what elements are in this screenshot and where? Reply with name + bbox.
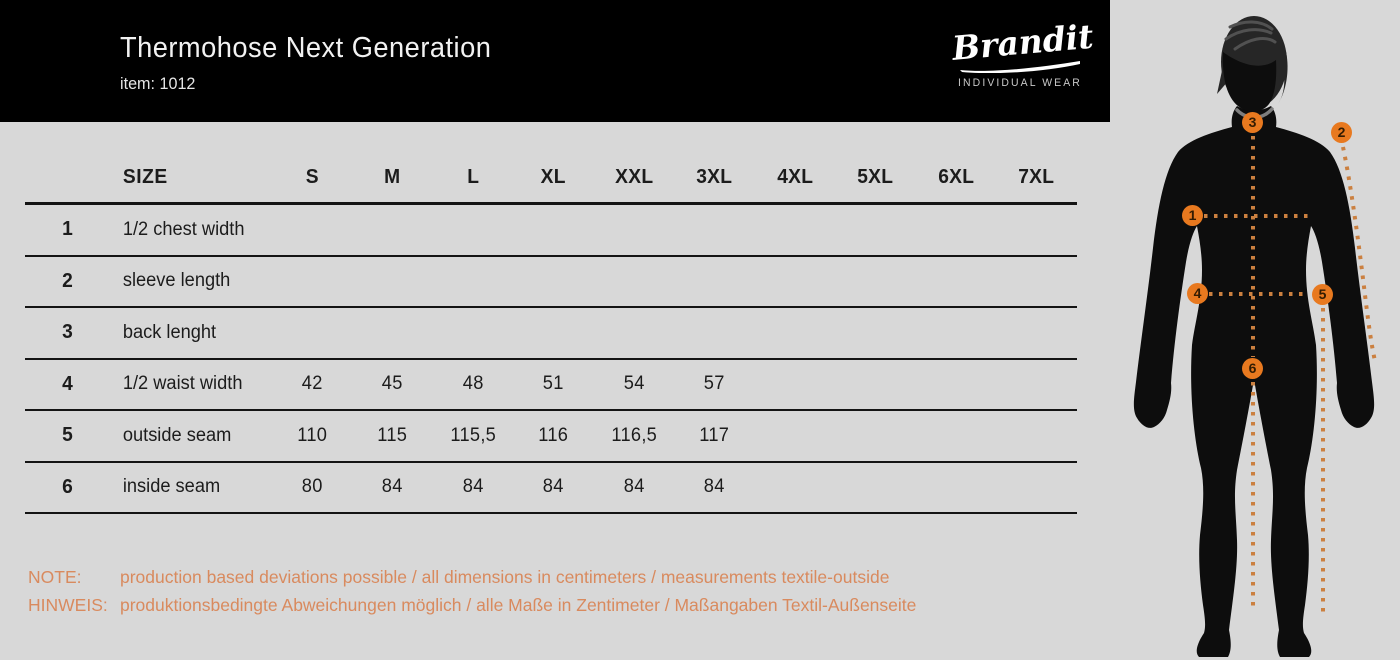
measure-label: 1/2 waist width [122,373,243,395]
size-value: 115,5 [450,424,496,446]
table-row: 6 inside seam 80 84 84 84 84 84 [25,463,1077,514]
size-column-header: 3XL [696,165,733,188]
size-table: SIZE S M L XL XXL 3XL 4XL 5XL 6XL 7XL 1 … [25,152,1077,514]
size-value: 54 [623,373,645,395]
measure-label: sleeve length [122,270,231,292]
size-column-header: M [384,165,401,188]
row-number: 1 [62,218,73,241]
size-value: 84 [704,476,725,498]
measure-point-5: 5 [1312,284,1333,305]
notes-block: NOTE: production based deviations possib… [28,563,916,619]
measure-label: inside seam [122,476,221,498]
row-number: 5 [62,424,73,447]
note-text-de: produktionsbedingte Abweichungen möglich… [120,595,917,615]
size-column-title: SIZE [122,165,168,188]
row-number: 4 [62,372,73,395]
note-line-de: HINWEIS: produktionsbedingte Abweichunge… [28,591,916,619]
size-value: 116 [538,424,569,446]
measure-point-2: 2 [1331,122,1352,143]
table-header-row: SIZE S M L XL XXL 3XL 4XL 5XL 6XL 7XL [25,152,1077,205]
row-number: 2 [62,269,73,292]
size-value: 84 [623,476,645,498]
size-column-header: L [466,165,480,188]
measure-point-4: 4 [1187,283,1208,304]
size-value: 84 [462,476,484,498]
size-column-header: XXL [614,165,654,188]
brand-logo: Brandit INDIVIDUAL WEAR [951,17,1095,89]
size-value: 80 [301,476,323,498]
size-column-header: S [305,165,319,188]
size-value: 57 [704,373,725,395]
size-column-header: XL [540,165,567,188]
note-text-en: production based deviations possible / a… [120,567,890,587]
brand-tagline: INDIVIDUAL WEAR [958,77,1082,89]
page-title: Thermohose Next Generation [120,32,492,64]
size-column-header: 6XL [937,165,975,188]
table-row: 1 1/2 chest width [25,205,1077,257]
item-number: item: 1012 [120,74,196,93]
size-column-header: 7XL [1018,165,1055,188]
header-bar: Thermohose Next Generation item: 1012 Br… [0,0,1110,122]
body-silhouette-image [1133,16,1377,657]
size-value: 117 [699,424,730,446]
size-value: 45 [382,373,403,395]
size-value: 48 [462,373,484,395]
size-value: 84 [543,476,564,498]
logo-swash-icon [960,61,1080,73]
size-value: 110 [297,424,327,446]
size-value: 115 [377,424,408,446]
measure-point-3: 3 [1242,112,1263,133]
size-value: 51 [543,373,564,395]
note-label-en: NOTE: [28,567,82,587]
size-value: 84 [382,476,403,498]
measure-point-1: 1 [1182,205,1203,226]
measure-point-6: 6 [1242,358,1263,379]
measurement-figure: 1 2 3 4 5 6 [1110,0,1400,660]
size-column-header: 5XL [857,165,894,188]
measure-label: outside seam [122,424,232,446]
measure-label: back lenght [122,321,217,343]
size-column-header: 4XL [776,165,814,188]
row-number: 3 [62,321,73,344]
table-row: 2 sleeve length [25,257,1077,308]
note-line-en: NOTE: production based deviations possib… [28,563,916,591]
size-value: 42 [301,373,323,395]
brand-logo-text: Brandit [950,16,1095,68]
table-row: 3 back lenght [25,308,1077,360]
row-number: 6 [62,475,73,498]
table-row: 5 outside seam 110 115 115,5 116 116,5 1… [25,411,1077,463]
table-row: 4 1/2 waist width 42 45 48 51 54 57 [25,360,1077,411]
note-label-de: HINWEIS: [28,595,108,615]
measure-label: 1/2 chest width [122,218,245,240]
size-value: 116,5 [611,424,657,446]
